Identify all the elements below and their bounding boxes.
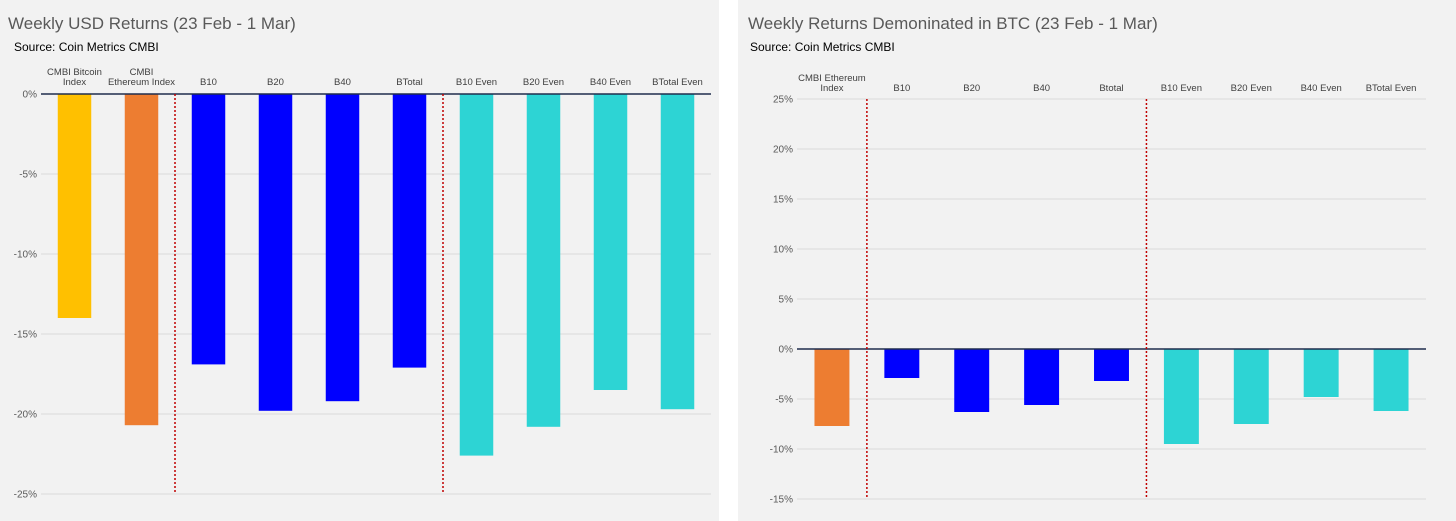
x-category-label: B10 Even (456, 77, 497, 88)
bar (1373, 349, 1409, 411)
bar (191, 94, 226, 365)
chart-title: Weekly USD Returns (23 Feb - 1 Mar) (8, 14, 296, 33)
chart-title: Weekly Returns Demoninated in BTC (23 Fe… (748, 14, 1158, 33)
chart-source: Source: Coin Metrics CMBI (14, 40, 159, 54)
y-tick-label: -25% (14, 490, 37, 501)
bar (1024, 349, 1060, 405)
bar (1094, 349, 1129, 381)
bar (1233, 349, 1269, 424)
x-category-label: CMBI Bitcoin (47, 67, 102, 78)
bar (660, 94, 695, 410)
x-category-label: B10 (200, 77, 217, 88)
bar (392, 94, 427, 368)
bar (593, 94, 628, 390)
y-tick-label: -5% (775, 395, 793, 406)
bar (954, 349, 990, 412)
x-category-label: CMBI (130, 67, 154, 78)
bar (814, 349, 850, 426)
bar (325, 94, 360, 402)
x-category-label: BTotal Even (1366, 83, 1417, 94)
y-tick-label: -15% (14, 330, 37, 341)
x-category-label: B20 Even (523, 77, 564, 88)
y-tick-label: 0% (23, 90, 38, 101)
x-category-label: BTotal (396, 77, 422, 88)
bar (57, 94, 92, 318)
y-tick-label: 20% (773, 145, 793, 156)
y-tick-label: 0% (779, 345, 794, 356)
y-tick-label: 5% (779, 295, 794, 306)
x-category-label: B20 Even (1231, 83, 1272, 94)
x-category-label: Btotal (1099, 83, 1123, 94)
bar (884, 349, 920, 378)
y-tick-label: 10% (773, 245, 793, 256)
bar (459, 94, 494, 456)
x-category-label: Index (63, 77, 86, 88)
y-tick-label: -5% (19, 170, 37, 181)
x-category-label: B40 (334, 77, 351, 88)
x-category-label: B20 (963, 83, 980, 94)
y-tick-label: 25% (773, 95, 793, 106)
x-category-label: B40 Even (1301, 83, 1342, 94)
bar (1303, 349, 1339, 397)
x-category-label: B40 Even (590, 77, 631, 88)
x-category-label: Ethereum Index (108, 77, 175, 88)
usd-returns-panel: Weekly USD Returns (23 Feb - 1 Mar) Sour… (0, 0, 719, 521)
x-category-label: B40 (1033, 83, 1050, 94)
y-tick-label: -10% (14, 250, 37, 261)
bar (1163, 349, 1199, 444)
y-tick-label: -15% (770, 495, 793, 506)
btc-returns-panel: Weekly Returns Demoninated in BTC (23 Fe… (738, 0, 1456, 521)
chart-source: Source: Coin Metrics CMBI (750, 40, 895, 54)
bar (258, 94, 293, 411)
btc-returns-chart: 25% 20% 15% 10% 5% 0% -5% -10% -15% CMBI Ethereum… (770, 73, 1426, 506)
y-tick-label: 15% (773, 195, 793, 206)
x-category-label: B10 Even (1161, 83, 1202, 94)
y-tick-label: -10% (770, 445, 793, 456)
y-tick-label: -20% (14, 410, 37, 421)
x-category-label: B10 (893, 83, 910, 94)
bar (124, 94, 159, 426)
x-category-label: B20 (267, 77, 284, 88)
bar (526, 94, 561, 427)
x-category-label: BTotal Even (652, 77, 703, 88)
x-category-label: CMBI Ethereum (798, 73, 866, 84)
x-category-label: Index (820, 83, 843, 94)
